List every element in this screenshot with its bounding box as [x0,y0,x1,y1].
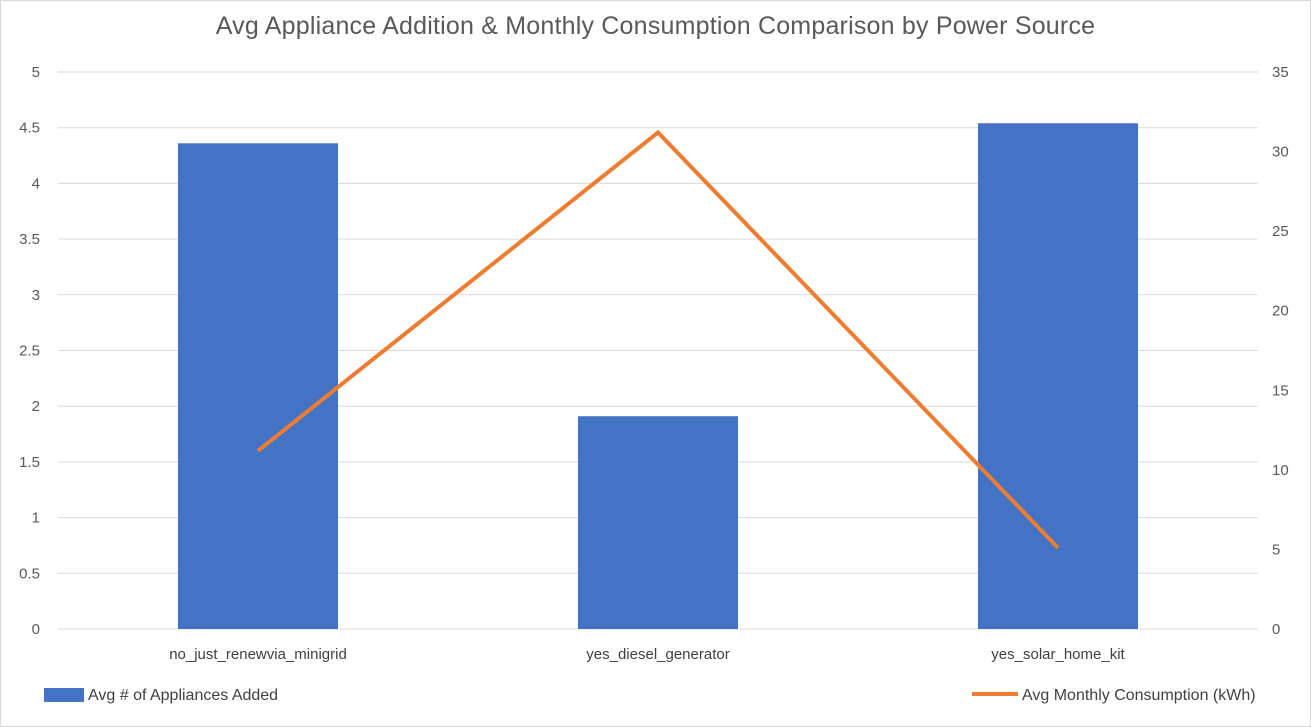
right-tick-label: 20 [1272,303,1289,320]
left-tick-label: 3 [32,287,40,304]
left-tick-label: 3.5 [19,231,40,248]
right-tick-label: 35 [1272,64,1289,81]
left-axis-ticks: 0 0.5 1 1.5 2 2.5 3 3.5 4 4.5 5 [19,64,40,638]
left-tick-label: 2.5 [19,343,40,360]
left-tick-label: 0 [32,621,40,638]
legend: Avg # of Appliances Added Avg Monthly Con… [44,687,1256,704]
bar [178,143,338,629]
line-series [256,129,1060,550]
bar [578,416,738,629]
category-labels: no_just_renewvia_minigrid yes_diesel_gene… [169,646,1125,663]
left-tick-label: 4 [32,175,40,192]
right-tick-label: 25 [1272,223,1289,240]
left-tick-label: 1 [32,510,40,527]
legend-label-bar: Avg # of Appliances Added [88,687,278,704]
bar [978,123,1138,629]
left-tick-label: 1.5 [19,454,40,471]
right-tick-label: 10 [1272,462,1289,479]
category-label: yes_solar_home_kit [991,646,1125,663]
left-tick-label: 2 [32,398,40,415]
left-tick-label: 4.5 [19,120,40,137]
left-tick-label: 5 [32,64,40,81]
right-tick-label: 5 [1272,541,1280,558]
category-label: no_just_renewvia_minigrid [169,646,347,663]
right-tick-label: 15 [1272,382,1289,399]
legend-swatch-bar [44,688,84,702]
right-axis-ticks: 0 5 10 15 20 25 30 35 [1272,64,1289,638]
left-tick-label: 0.5 [19,565,40,582]
right-tick-label: 0 [1272,621,1280,638]
right-tick-label: 30 [1272,144,1289,161]
legend-label-line: Avg Monthly Consumption (kWh) [1022,687,1256,704]
bar-series [178,123,1138,629]
category-label: yes_diesel_generator [586,646,729,663]
chart-title: Avg Appliance Addition & Monthly Consump… [215,12,1096,40]
